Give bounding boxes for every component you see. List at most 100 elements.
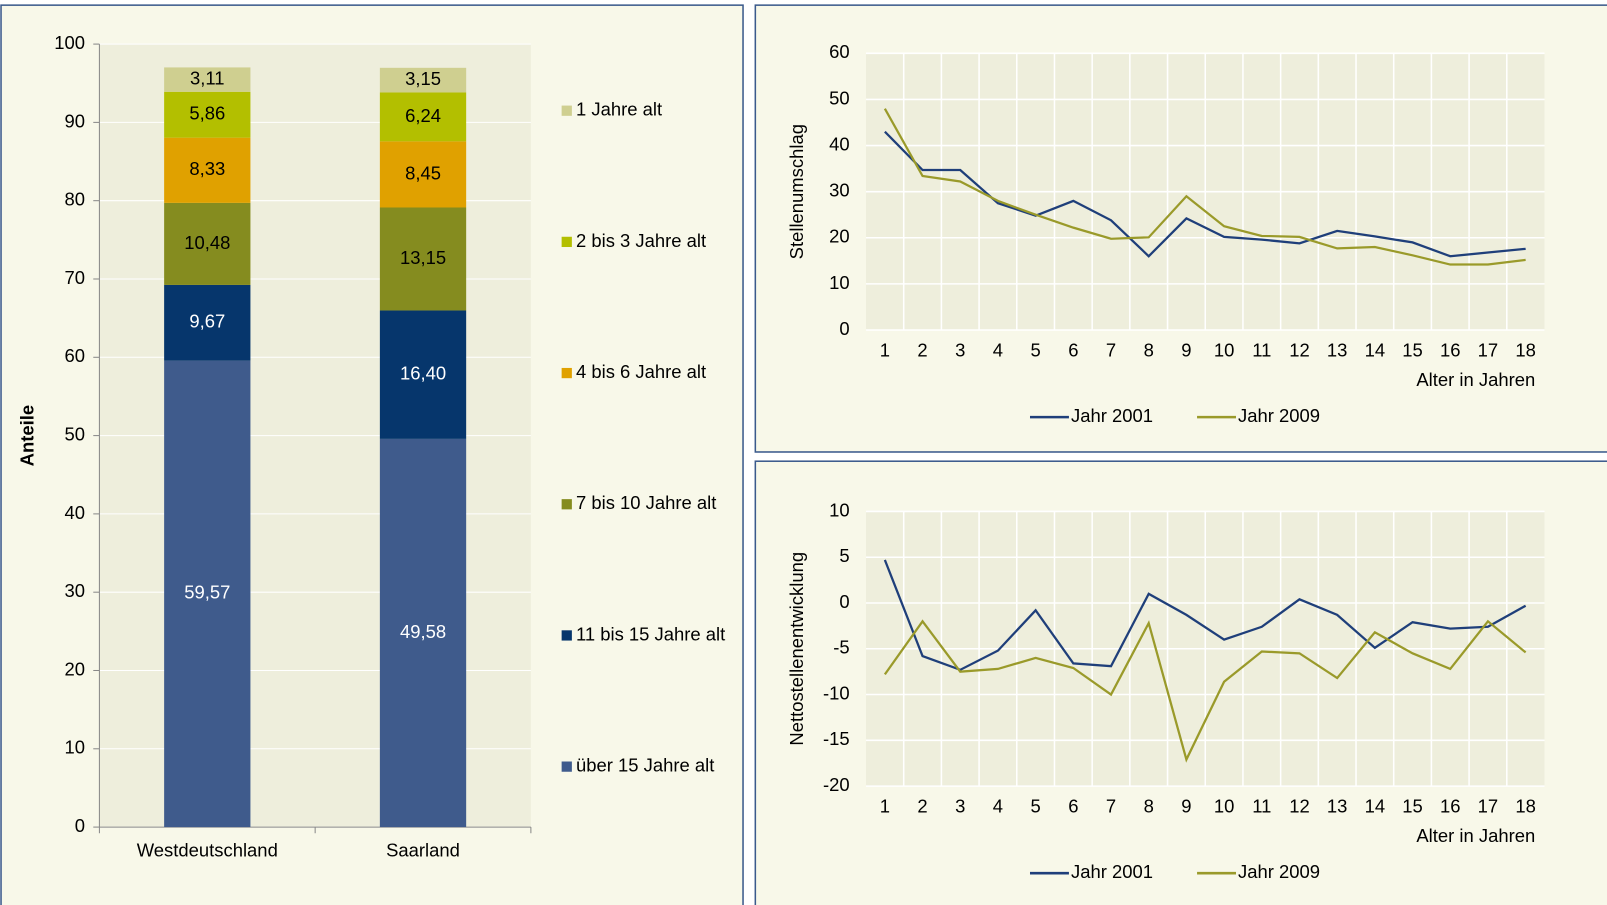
x-tick-label: 9: [1181, 795, 1191, 816]
y-tick-label: 70: [65, 267, 86, 288]
y-tick-label: 10: [65, 737, 86, 758]
legend-label: über 15 Jahre alt: [576, 754, 714, 775]
legend-swatch: [561, 105, 572, 116]
x-axis-label: Alter in Jahren: [1416, 825, 1535, 846]
y-tick-label: 40: [65, 502, 86, 523]
bar-segment: [164, 284, 251, 361]
x-tick-label: 18: [1515, 795, 1536, 816]
x-tick-label: Saarland: [386, 840, 460, 861]
x-tick-label: 2: [917, 795, 927, 816]
legend-swatch: [561, 630, 572, 641]
value-label: 9,67: [189, 311, 225, 332]
y-tick-label: 10: [829, 499, 850, 520]
value-label: 16,40: [400, 363, 446, 384]
x-tick-label: 1: [880, 339, 890, 360]
x-tick-label: 6: [1068, 795, 1078, 816]
bar-segment: [164, 67, 251, 92]
bar-segment: [379, 310, 467, 439]
value-label: 6,24: [405, 105, 441, 126]
x-tick-label: 1: [880, 795, 890, 816]
value-label: 3,15: [405, 68, 441, 89]
x-tick-label: 9: [1181, 339, 1191, 360]
bar-segment: [379, 67, 467, 93]
y-tick-label: 0: [839, 318, 849, 339]
x-tick-label: 7: [1106, 339, 1116, 360]
y-tick-label: -5: [833, 637, 849, 658]
bar-segment: [164, 360, 251, 828]
y-axis-label: Stellenumschlag: [786, 124, 807, 259]
x-tick-label: 4: [993, 339, 1003, 360]
x-tick-label: 18: [1515, 339, 1536, 360]
legend-label: 4 bis 6 Jahre alt: [576, 361, 706, 382]
y-tick-label: 20: [65, 658, 86, 679]
x-tick-label: 2: [917, 339, 927, 360]
x-tick-label: 14: [1365, 795, 1386, 816]
bar-segment: [379, 207, 467, 311]
x-tick-label: 8: [1144, 339, 1154, 360]
value-label: 3,11: [190, 67, 225, 88]
x-tick-label: 8: [1144, 795, 1154, 816]
y-tick-label: 20: [829, 226, 850, 247]
legend-label: Jahr 2009: [1238, 405, 1320, 426]
x-tick-label: 15: [1402, 339, 1423, 360]
x-tick-label: 14: [1365, 339, 1386, 360]
y-tick-label: 60: [829, 41, 850, 62]
x-tick-label: 5: [1031, 339, 1041, 360]
x-tick-label: 5: [1031, 795, 1041, 816]
y-axis-label: Nettostellenentwicklung: [786, 552, 807, 746]
legend-swatch: [561, 761, 572, 772]
x-tick-label: 13: [1327, 795, 1348, 816]
y-tick-label: -10: [823, 682, 850, 703]
y-tick-label: 80: [65, 189, 86, 210]
y-tick-label: 50: [829, 87, 850, 108]
legend-swatch: [561, 499, 572, 510]
legend-label: 1 Jahre alt: [576, 99, 662, 120]
y-tick-label: 40: [829, 133, 850, 154]
x-tick-label: 17: [1478, 795, 1499, 816]
legend-label: Jahr 2001: [1071, 861, 1153, 882]
value-label: 10,48: [184, 232, 230, 253]
value-label: 59,57: [184, 582, 230, 603]
x-tick-label: 11: [1252, 795, 1271, 816]
y-tick-label: 60: [65, 345, 86, 366]
y-tick-label: -20: [823, 774, 850, 795]
x-tick-label: 12: [1289, 795, 1310, 816]
value-label: 8,45: [405, 162, 441, 183]
y-axis-label: Anteile: [17, 405, 38, 466]
value-label: 5,86: [189, 103, 225, 124]
x-tick-label: Westdeutschland: [137, 840, 278, 861]
y-tick-label: 0: [75, 815, 85, 836]
x-tick-label: 17: [1478, 339, 1499, 360]
x-tick-label: 12: [1289, 339, 1310, 360]
x-tick-label: 11: [1252, 339, 1271, 360]
y-tick-label: 50: [65, 423, 86, 444]
x-tick-label: 15: [1402, 795, 1423, 816]
y-tick-label: 0: [839, 591, 849, 612]
y-tick-label: 30: [829, 180, 850, 201]
line-series: [883, 559, 1527, 672]
x-tick-label: 16: [1440, 339, 1461, 360]
bar-segment: [164, 91, 251, 138]
x-tick-label: 3: [955, 339, 965, 360]
bar-segment: [164, 137, 251, 203]
x-tick-label: 16: [1440, 795, 1461, 816]
legend-label: Jahr 2001: [1071, 405, 1153, 426]
x-tick-label: 10: [1214, 795, 1235, 816]
legend-label: Jahr 2009: [1238, 861, 1320, 882]
x-tick-label: 10: [1214, 339, 1235, 360]
line-series: [883, 619, 1527, 763]
value-label: 8,33: [189, 158, 225, 179]
bar-segment: [379, 438, 467, 828]
y-tick-label: -15: [823, 728, 850, 749]
y-tick-label: 90: [65, 110, 86, 131]
bar-segment: [379, 141, 467, 208]
legend-label: 7 bis 10 Jahre alt: [576, 492, 716, 513]
line-series: [883, 108, 1526, 266]
x-axis-label: Alter in Jahren: [1416, 369, 1535, 390]
bar-segment: [379, 92, 467, 142]
y-tick-label: 100: [54, 32, 85, 53]
legend-swatch: [561, 236, 572, 248]
x-tick-label: 7: [1106, 795, 1116, 816]
legend-swatch: [561, 367, 572, 379]
